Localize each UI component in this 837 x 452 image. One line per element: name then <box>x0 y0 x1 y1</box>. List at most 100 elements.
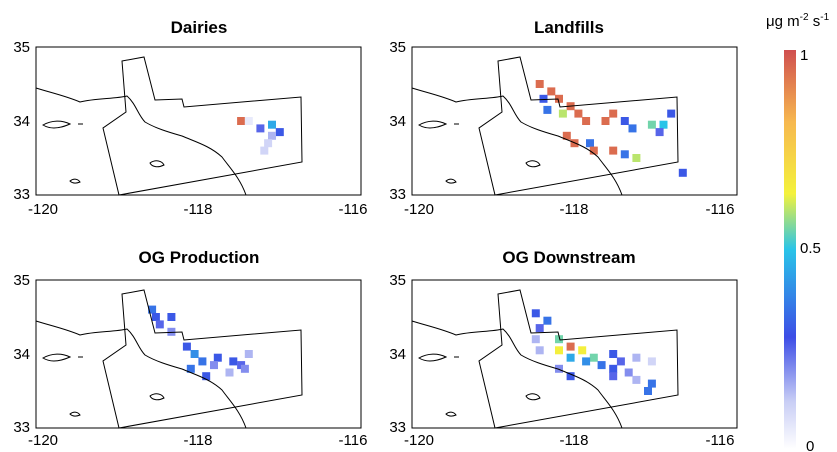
emission-cells <box>531 309 656 395</box>
emission-cell <box>531 335 540 344</box>
region-boundary <box>102 56 303 196</box>
emission-cell <box>678 168 687 177</box>
emission-cell <box>256 124 265 133</box>
y-tick-label: 33 <box>13 419 30 436</box>
panel-landfills: Landfills 35 34 33 -120 -118 -116 <box>389 18 738 218</box>
emission-cell <box>632 375 641 384</box>
emission-cell <box>566 353 575 362</box>
colorbar-tick-label: 1 <box>800 47 808 64</box>
emission-cell <box>543 316 552 325</box>
y-tick-label: 35 <box>13 272 30 289</box>
colorbar-scale <box>784 50 796 449</box>
panel-dairies: Dairies 35 34 33 -120 -118 -116 <box>13 18 367 218</box>
emission-cell <box>268 131 276 140</box>
emission-cell <box>582 117 591 125</box>
emission-cell <box>275 128 284 137</box>
emission-cell <box>535 80 544 88</box>
emission-cell <box>264 139 273 148</box>
panel-og-downstream: OG Downstream 35 34 33 -120 -118 -116 <box>389 248 738 449</box>
emission-cell <box>616 357 625 366</box>
emission-cell <box>182 342 191 351</box>
y-tick-label: 34 <box>13 113 30 130</box>
emission-cell <box>213 353 222 362</box>
emission-cell <box>647 120 656 129</box>
coastline <box>411 320 623 429</box>
emission-cell <box>555 94 563 103</box>
x-tick-label: -120 <box>28 432 58 449</box>
emission-cell <box>555 335 563 344</box>
emission-cell <box>155 320 164 329</box>
y-axis-ticks: 35 34 33 <box>13 39 30 203</box>
emission-cell <box>547 87 556 96</box>
x-tick-label: -118 <box>184 201 213 218</box>
emission-cell <box>535 324 544 333</box>
emission-cell <box>190 350 199 358</box>
emission-cell <box>555 364 563 373</box>
panel-title: OG Downstream <box>502 248 635 267</box>
x-tick-label: -120 <box>404 432 434 449</box>
emission-cell <box>582 357 591 366</box>
coastline <box>411 87 623 196</box>
emission-cell <box>555 346 563 355</box>
x-axis-ticks: -120 -118 -116 <box>404 432 734 449</box>
emission-cell <box>148 305 157 314</box>
panel-og-production: OG Production 35 34 33 -120 -118 -116 <box>13 248 367 449</box>
emission-cell <box>586 139 594 148</box>
emission-cell <box>609 350 618 358</box>
region-boundary <box>478 289 679 429</box>
emission-cell <box>167 313 176 321</box>
emission-cell <box>151 313 160 321</box>
emission-cell <box>202 372 211 381</box>
emission-cell <box>632 353 641 362</box>
emission-cell <box>628 124 637 133</box>
emission-cell <box>609 364 618 373</box>
emission-cell <box>601 117 610 125</box>
map-frame <box>35 279 362 429</box>
colorbar-unit-label: μg m-2 s-1 <box>766 12 830 30</box>
y-axis-ticks: 35 34 33 <box>389 272 406 436</box>
emission-cell <box>609 146 618 155</box>
map-frame <box>35 46 362 196</box>
x-tick-label: -116 <box>706 432 735 449</box>
emission-cell <box>609 109 618 118</box>
y-tick-label: 33 <box>389 419 406 436</box>
x-tick-label: -118 <box>560 432 589 449</box>
colorbar-tick-label: 0.5 <box>800 240 821 257</box>
y-tick-label: 35 <box>389 39 406 56</box>
emission-cell <box>543 105 552 114</box>
x-tick-label: -120 <box>28 201 58 218</box>
y-tick-label: 34 <box>13 346 30 363</box>
x-tick-label: -120 <box>404 201 434 218</box>
emission-cell <box>535 346 544 355</box>
emission-cell <box>597 361 606 370</box>
x-tick-label: -116 <box>339 201 368 218</box>
y-tick-label: 33 <box>13 186 30 203</box>
emission-cell <box>647 357 656 366</box>
emission-cell <box>268 120 276 129</box>
x-tick-label: -116 <box>706 201 735 218</box>
panel-title: OG Production <box>139 248 260 267</box>
emission-cell <box>229 357 238 366</box>
emission-cell <box>667 109 676 118</box>
emission-cell <box>566 342 575 351</box>
colorbar: μg m-2 s-1 1 0.5 0 <box>766 12 830 452</box>
panel-title: Dairies <box>171 18 228 37</box>
emission-cell <box>167 327 176 336</box>
x-axis-ticks: -120 -118 -116 <box>28 201 367 218</box>
x-axis-ticks: -120 -118 -116 <box>28 432 367 449</box>
y-tick-label: 35 <box>389 272 406 289</box>
emission-cell <box>244 350 253 358</box>
emission-cell <box>574 109 583 118</box>
emission-cell <box>198 357 207 366</box>
region-boundary <box>478 56 679 196</box>
emission-cells <box>535 80 687 177</box>
y-tick-label: 33 <box>389 186 406 203</box>
emission-cell <box>562 131 571 140</box>
region-boundary <box>102 289 303 429</box>
y-tick-label: 34 <box>389 113 406 130</box>
colorbar-tick-label: 0 <box>806 438 814 452</box>
x-axis-ticks: -120 -118 -116 <box>404 201 734 218</box>
emission-cell <box>620 150 629 159</box>
emission-cells <box>148 305 253 381</box>
